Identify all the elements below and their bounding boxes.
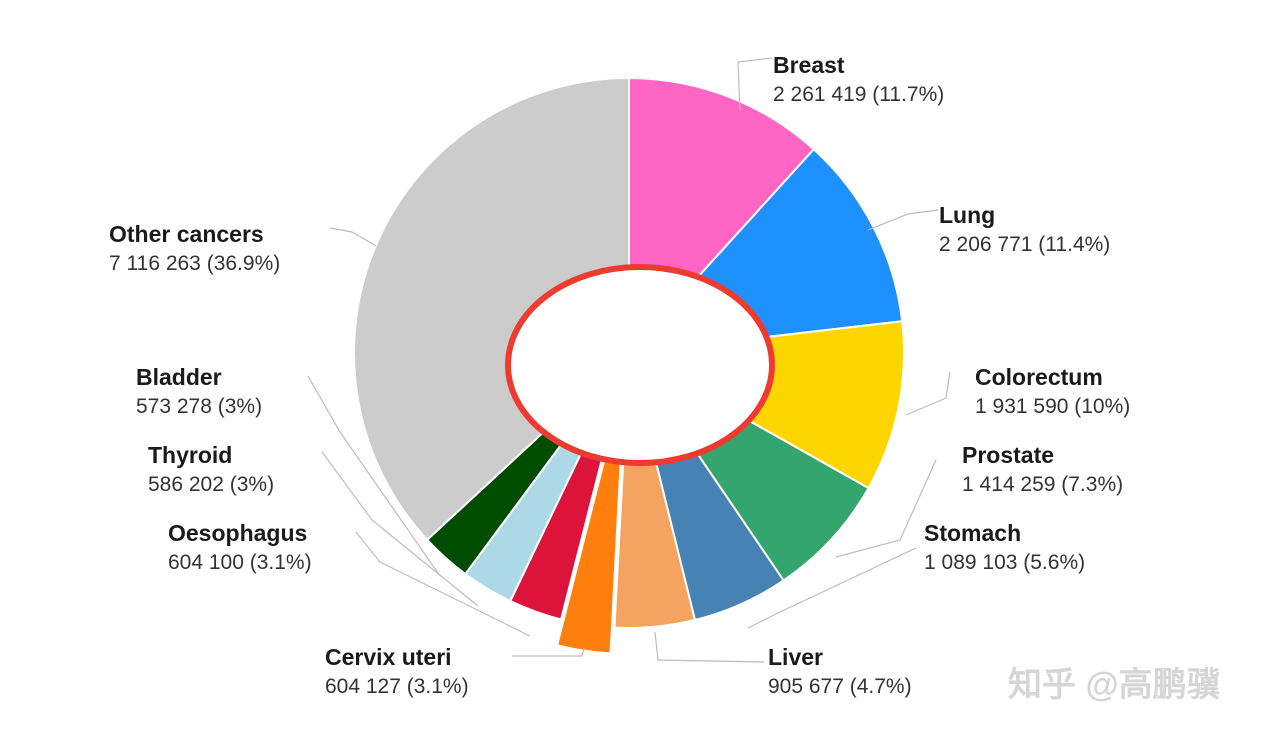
leader-line-liver bbox=[654, 631, 765, 663]
leader-line-oesophagus bbox=[355, 531, 531, 637]
label-value-breast: 2 261 419 (11.7%) bbox=[773, 83, 944, 106]
label-name-breast: Breast bbox=[773, 52, 845, 78]
leader-line-thyroid bbox=[321, 451, 479, 607]
label-name-oesophagus: Oesophagus bbox=[168, 520, 307, 546]
label-name-lung: Lung bbox=[939, 202, 995, 228]
watermark-text: 知乎 @高鹏骥 bbox=[1008, 666, 1221, 704]
label-value-thyroid: 586 202 (3%) bbox=[148, 473, 274, 496]
label-name-liver: Liver bbox=[768, 644, 823, 670]
leader-line-lung bbox=[867, 209, 939, 231]
leader-line-prostate bbox=[835, 459, 937, 558]
slice-labels: Breast 2 261 419 (11.7%) Lung 2 206 771 (11… bbox=[109, 52, 1130, 698]
label-value-prostate: 1 414 259 (7.3%) bbox=[962, 473, 1123, 496]
leader-line-bladder bbox=[307, 375, 441, 577]
leader-line-stomach bbox=[747, 547, 917, 629]
label-value-liver: 905 677 (4.7%) bbox=[768, 675, 912, 698]
leader-line-colorectum bbox=[905, 371, 951, 416]
slice-other-cancers bbox=[353, 76, 630, 542]
label-name-thyroid: Thyroid bbox=[148, 442, 232, 468]
label-name-cervix-uteri: Cervix uteri bbox=[325, 644, 452, 670]
label-value-stomach: 1 089 103 (5.6%) bbox=[924, 551, 1085, 574]
label-name-other-cancers: Other cancers bbox=[109, 221, 264, 247]
leader-lines bbox=[307, 57, 951, 663]
label-name-colorectum: Colorectum bbox=[975, 364, 1103, 390]
label-value-cervix-uteri: 604 127 (3.1%) bbox=[325, 675, 469, 698]
label-value-colorectum: 1 931 590 (10%) bbox=[975, 395, 1130, 418]
label-value-oesophagus: 604 100 (3.1%) bbox=[168, 551, 312, 574]
leader-line-other-cancers bbox=[329, 227, 377, 247]
center-highlight-ellipse bbox=[505, 264, 775, 466]
leader-line-breast bbox=[737, 57, 773, 111]
label-value-bladder: 573 278 (3%) bbox=[136, 395, 262, 418]
label-value-other-cancers: 7 116 263 (36.9%) bbox=[109, 252, 280, 275]
leader-line-cervix-uteri bbox=[512, 647, 585, 657]
label-name-stomach: Stomach bbox=[924, 520, 1021, 546]
label-value-lung: 2 206 771 (11.4%) bbox=[939, 233, 1110, 256]
label-name-prostate: Prostate bbox=[962, 442, 1054, 468]
label-name-bladder: Bladder bbox=[136, 364, 222, 390]
